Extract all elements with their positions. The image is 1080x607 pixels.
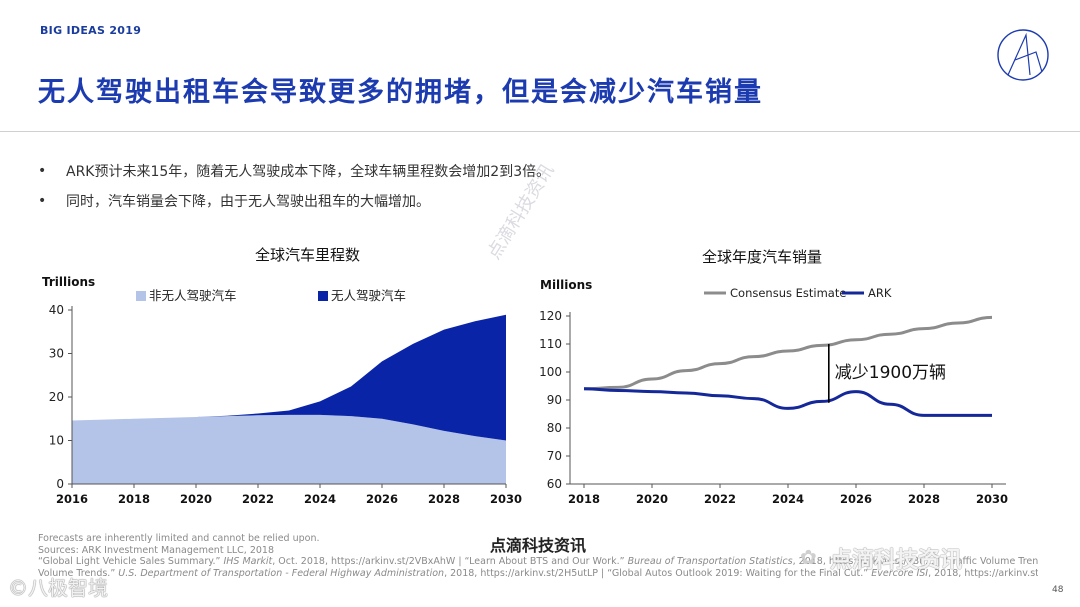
- brand-label: BIG IDEAS 2019: [40, 24, 142, 37]
- x-tick-label: 2018: [118, 492, 150, 506]
- y-tick-label: 40: [49, 303, 64, 317]
- x-tick-label: 2024: [304, 492, 336, 506]
- y-axis-label: Millions: [540, 278, 592, 292]
- y-tick-label: 120: [539, 309, 562, 323]
- area-series-autonomous: [72, 314, 506, 441]
- annotation-label: 减少1900万辆: [835, 363, 946, 383]
- brand-mark-watermark: ©八极智境: [8, 576, 108, 600]
- bullet-list: • ARK预计未来15年，随着无人驾驶成本下降，全球车辆里程数会增加2到3倍。 …: [38, 156, 550, 216]
- y-tick-label: 70: [547, 449, 562, 463]
- sales-chart-title: 全球年度汽车销量: [702, 248, 823, 266]
- footnotes: Forecasts are inherently limited and can…: [38, 533, 1038, 579]
- wechat-icon: ✿: [800, 545, 817, 569]
- legend-label-non-autonomous: 非无人驾驶汽车: [149, 288, 237, 303]
- y-tick-label: 90: [547, 393, 562, 407]
- center-watermark: 点滴科技资讯: [490, 536, 587, 555]
- legend-label-consensus: Consensus Estimate: [730, 286, 846, 300]
- title-divider: [0, 131, 1080, 132]
- x-tick-label: 2022: [704, 492, 736, 506]
- legend-swatch-autonomous: [318, 291, 328, 301]
- page-title: 无人驾驶出租车会导致更多的拥堵，但是会减少汽车销量: [38, 77, 763, 108]
- legend-label-autonomous: 无人驾驶汽车: [331, 288, 406, 303]
- y-tick-label: 20: [49, 390, 64, 404]
- bullet-marker: •: [38, 163, 47, 179]
- footnote-disclaimer: Forecasts are inherently limited and can…: [38, 533, 320, 544]
- x-tick-label: 2026: [840, 492, 872, 506]
- bullet-marker: •: [38, 193, 47, 209]
- y-tick-label: 100: [539, 365, 562, 379]
- bullet-text: 同时，汽车销量会下降，由于无人驾驶出租车的大幅增加。: [66, 194, 430, 210]
- wechat-watermark: 点滴科技资讯: [830, 548, 963, 573]
- x-tick-label: 2018: [568, 492, 600, 506]
- x-tick-label: 2028: [908, 492, 940, 506]
- series-line-consensus: [583, 315, 993, 391]
- area-series-non-autonomous: [72, 414, 506, 484]
- y-tick-label: 10: [49, 434, 64, 448]
- legend-label-ark: ARK: [868, 286, 892, 300]
- bullet-item: • ARK预计未来15年，随着无人驾驶成本下降，全球车辆里程数会增加2到3倍。: [38, 156, 550, 186]
- y-tick-label: 60: [547, 477, 562, 491]
- x-tick-label: 2016: [56, 492, 88, 506]
- bullet-item: • 同时，汽车销量会下降，由于无人驾驶出租车的大幅增加。: [38, 186, 550, 216]
- x-tick-label: 2030: [490, 492, 522, 506]
- x-tick-label: 2030: [976, 492, 1008, 506]
- y-tick-label: 30: [49, 347, 64, 361]
- x-tick-label: 2020: [180, 492, 212, 506]
- footnote-citation-1: “Global Light Vehicle Sales Summary.” IH…: [38, 556, 1038, 567]
- series-line-ark: [583, 387, 992, 417]
- y-tick-label: 80: [547, 421, 562, 435]
- footnote-sources: Sources: ARK Investment Management LLC, …: [38, 544, 275, 556]
- mileage-chart-title: 全球汽车里程数: [255, 246, 361, 264]
- x-tick-label: 2024: [772, 492, 804, 506]
- ark-logo-icon: [997, 29, 1049, 81]
- x-tick-label: 2020: [636, 492, 668, 506]
- y-tick-label: 0: [56, 477, 64, 491]
- y-axis-label: Trillions: [42, 275, 95, 289]
- x-tick-label: 2028: [428, 492, 460, 506]
- legend-swatch-non-autonomous: [136, 291, 146, 301]
- y-tick-label: 110: [539, 337, 562, 351]
- page-number: 48: [1052, 585, 1064, 595]
- x-tick-label: 2022: [242, 492, 274, 506]
- bullet-text: ARK预计未来15年，随着无人驾驶成本下降，全球车辆里程数会增加2到3倍。: [66, 164, 551, 180]
- x-tick-label: 2026: [366, 492, 398, 506]
- footnote-citation-2: Volume Trends.” U.S. Department of Trans…: [38, 567, 1038, 579]
